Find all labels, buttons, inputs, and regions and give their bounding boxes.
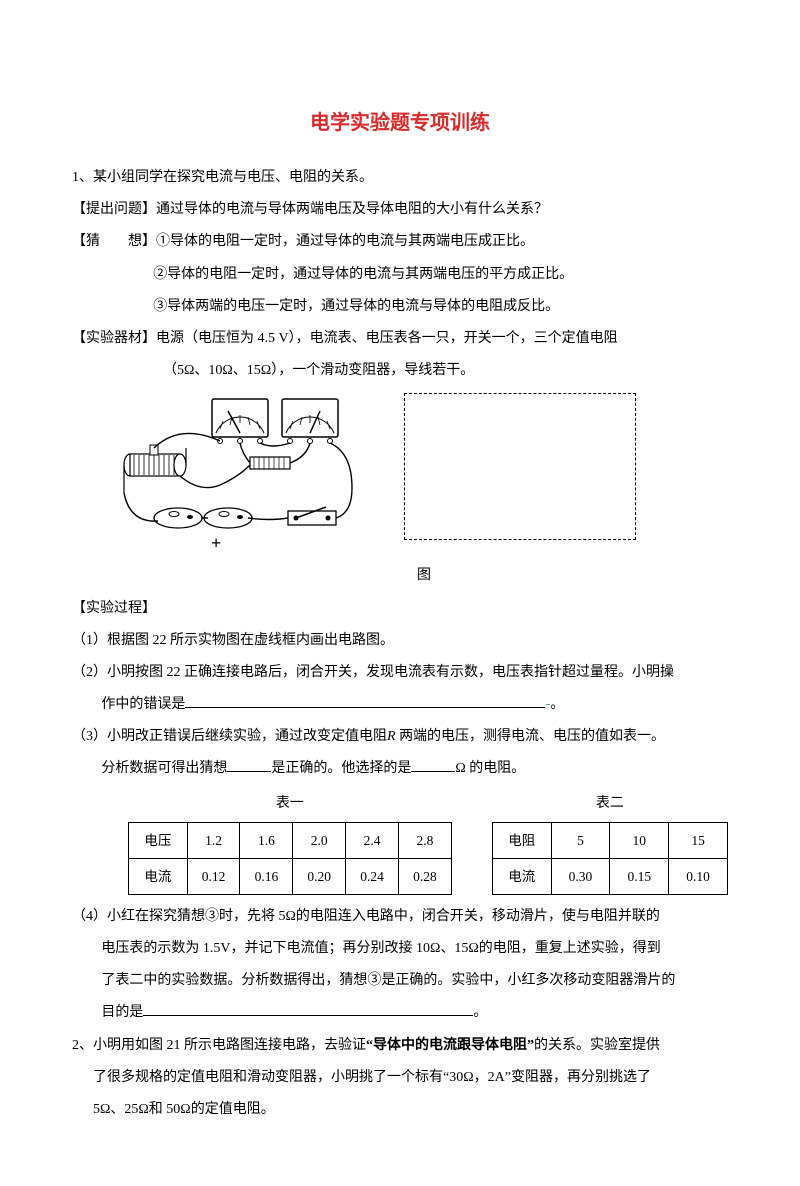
t1-r2c2: 0.16: [240, 858, 293, 894]
guess1-text: ①导体的电阻一定时，通过导体的电流与其两端电压成正比。: [156, 234, 534, 249]
t2-r1c3: 15: [669, 822, 728, 858]
p4e-text: 。: [473, 1005, 487, 1020]
q1-p4d: 目的是 。: [72, 997, 728, 1029]
t1-r1c2: 1.6: [240, 822, 293, 858]
answer-box: [404, 393, 636, 540]
q2-line3: 5Ω、25Ω和 50Ω的定值电阻。: [72, 1094, 728, 1126]
t2-r2c2: 0.15: [610, 858, 669, 894]
p3b-text: 两端的电压，测得电流、电压的值如表一。: [399, 729, 665, 744]
q2b: 的关系。实验室提供: [534, 1038, 660, 1053]
resistor-icon: [250, 457, 290, 469]
q1-intro: 1、某小组同学在探究电流与电压、电阻的关系。: [72, 162, 728, 194]
circuit-diagram: +: [120, 393, 380, 558]
var-R: R: [387, 729, 396, 744]
q1-p2b: 作中的错误是 。: [72, 689, 728, 721]
table2-block: 表二 电阻 5 10 15 电流 0.30 0.15 0.10: [492, 788, 728, 895]
t1-r2c4: 0.24: [346, 858, 399, 894]
p3c-text: 分析数据可得出猜想: [101, 761, 227, 776]
table2: 电阻 5 10 15 电流 0.30 0.15 0.10: [492, 822, 728, 895]
table1-caption: 表一: [276, 788, 304, 820]
t1-r1c3: 2.0: [293, 822, 346, 858]
blank-input[interactable]: [185, 707, 545, 708]
p4d-text: 目的是: [101, 1005, 143, 1020]
figure-label: 图: [72, 560, 728, 592]
table1-block: 表一 电压 1.2 1.6 2.0 2.4 2.8 电流 0.12 0.16 0…: [128, 788, 452, 895]
blank-input[interactable]: [411, 771, 455, 772]
t1-r2c1: 0.12: [187, 858, 240, 894]
t2-r1c2: 10: [610, 822, 669, 858]
ask-text: 通过导体的电流与导体两端电压及导体电阻的大小有什么关系？: [156, 202, 548, 217]
q1-p2a: （2）小明按图 22 正确连接电路后，闭合开关，发现电流表有示数，电压表指针超过…: [72, 657, 728, 689]
q1-p4a: （4）小红在探究猜想③时，先将 5Ω的电阻连入电路中，闭合开关，移动滑片，使与电…: [72, 901, 728, 933]
q1-p4b: 电压表的示数为 1.5V，并记下电流值；再分别改接 10Ω、15Ω的电阻，重复上…: [72, 933, 728, 965]
t2-r1c0: 电阻: [492, 822, 551, 858]
q2-quoted: “导体中的电流跟导体电阻”: [366, 1038, 534, 1053]
rheostat-icon: [124, 445, 186, 493]
t2-r2c3: 0.10: [669, 858, 728, 894]
q2a: 2、小明用如图 21 所示电路图连接电路，去验证: [72, 1038, 366, 1053]
t1-r2c3: 0.20: [293, 858, 346, 894]
q2-line1: 2、小明用如图 21 所示电路图连接电路，去验证“导体中的电流跟导体电阻”的关系…: [72, 1030, 728, 1062]
p3e-text: Ω 的电阻。: [455, 761, 525, 776]
ammeter-icon: [212, 399, 268, 444]
t1-r2c0: 电流: [129, 858, 188, 894]
page-title: 电学实验题专项训练: [72, 100, 728, 146]
switch-icon: [288, 507, 336, 525]
table2-caption: 表二: [596, 788, 624, 820]
voltmeter-icon: [282, 399, 338, 444]
q1-p3c: 分析数据可得出猜想 是正确的。他选择的是 Ω 的电阻。: [72, 753, 728, 785]
equip1-text: 电源（电压恒为 4.5 V），电流表、电压表各一只，开关一个，三个定值电阻: [156, 331, 618, 346]
t2-r2c0: 电流: [492, 858, 551, 894]
guess-label: 【猜 想】: [72, 234, 156, 249]
p2c-text: 。: [550, 697, 564, 712]
p3a-text: （3）小明改正错误后继续实验，通过改变定值电阻: [72, 729, 387, 744]
svg-text:+: +: [211, 533, 221, 553]
t1-r2c5: 0.28: [398, 858, 451, 894]
t1-r1c4: 2.4: [346, 822, 399, 858]
q1-p1: （1）根据图 22 所示实物图在虚线框内画出电路图。: [72, 625, 728, 657]
q1-equip2: （5Ω、10Ω、15Ω），一个滑动变阻器，导线若干。: [72, 355, 728, 387]
q1-guess2: ②导体的电阻一定时，通过导体的电流与其两端电压的平方成正比。: [72, 259, 728, 291]
blank-input[interactable]: [227, 771, 271, 772]
blank-input[interactable]: [143, 1015, 473, 1016]
t1-r1c5: 2.8: [398, 822, 451, 858]
q1-ask: 【提出问题】通过导体的电流与导体两端电压及导体电阻的大小有什么关系？: [72, 194, 728, 226]
p3d-text: 是正确的。他选择的是: [271, 761, 411, 776]
ask-label: 【提出问题】: [72, 202, 156, 217]
q1-p4c: 了表二中的实验数据。分析数据得出，猜想③是正确的。实验中，小红多次移动变阻器滑片…: [72, 965, 728, 997]
t2-r1c1: 5: [551, 822, 610, 858]
t1-r1c0: 电压: [129, 822, 188, 858]
table1: 电压 1.2 1.6 2.0 2.4 2.8 电流 0.12 0.16 0.20…: [128, 822, 452, 895]
q1-guess3: ③导体两端的电压一定时，通过导体的电流与导体的电阻成反比。: [72, 291, 728, 323]
equip-label: 【实验器材】: [72, 331, 156, 346]
p2b-text: 作中的错误是: [101, 697, 185, 712]
t1-r1c1: 1.2: [187, 822, 240, 858]
q1-p3a: （3）小明改正错误后继续实验，通过改变定值电阻R 两端的电压，测得电流、电压的值…: [72, 721, 728, 753]
proc-label: 【实验过程】: [72, 593, 728, 625]
t2-r2c1: 0.30: [551, 858, 610, 894]
q1-guess1: 【猜 想】①导体的电阻一定时，通过导体的电流与其两端电压成正比。: [72, 226, 728, 258]
q1-equip1: 【实验器材】电源（电压恒为 4.5 V），电流表、电压表各一只，开关一个，三个定…: [72, 323, 728, 355]
q2-line2: 了很多规格的定值电阻和滑动变阻器，小明挑了一个标有“30Ω，2A”变阻器，再分别…: [72, 1062, 728, 1094]
